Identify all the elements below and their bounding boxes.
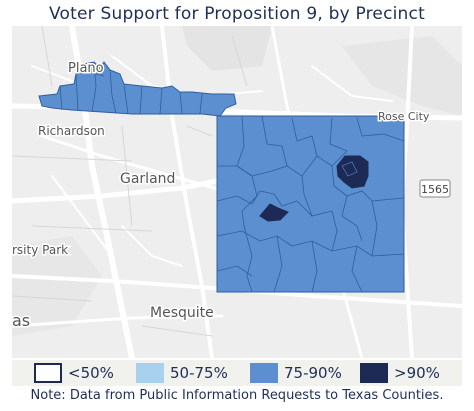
highway-number: 1565 [421, 183, 449, 196]
legend-item-gt-90: >90% [360, 362, 440, 384]
highway-shield-icon: 1565 [419, 179, 451, 198]
legend-item-50-75: 50-75% [136, 362, 228, 384]
water-body [342, 36, 462, 116]
precinct-75-90-southeast-block[interactable] [216, 115, 405, 293]
legend-swatch-75-90 [250, 363, 278, 383]
place-label-richardson: Richardson [38, 124, 105, 138]
precinct-gt-90-central[interactable] [259, 203, 289, 222]
place-label-dallas: as [12, 311, 30, 330]
legend-item-75-90: 75-90% [250, 362, 342, 384]
source-note: Note: Data from Public Information Reque… [30, 388, 444, 403]
precinct-borders-north [59, 61, 203, 115]
precinct-layer[interactable] [38, 61, 405, 293]
legend-label-lt-50: <50% [68, 364, 114, 382]
map-canvas[interactable]: Plano Richardson Garland rsity Park Mesq… [12, 26, 462, 358]
legend-label-50-75: 50-75% [170, 364, 228, 382]
urban-area [12, 236, 102, 336]
place-label-rose-city: Rose City [378, 110, 430, 123]
place-label-varsity-park: rsity Park [12, 243, 68, 257]
water-body [182, 26, 272, 71]
place-label-garland: Garland [120, 171, 175, 187]
place-label-mesquite: Mesquite [150, 305, 214, 321]
map-svg[interactable]: Plano Richardson Garland rsity Park Mesq… [12, 26, 462, 358]
map-title: Voter Support for Proposition 9, by Prec… [49, 4, 425, 24]
legend-swatch-50-75 [136, 363, 164, 383]
legend: <50% 50-75% 75-90% >90% [12, 360, 462, 386]
legend-label-75-90: 75-90% [284, 364, 342, 382]
precinct-borders-southeast [216, 115, 405, 293]
legend-swatch-lt-50 [34, 363, 62, 383]
minor-roads [12, 26, 248, 337]
precinct-gt-90-east[interactable] [336, 155, 369, 189]
legend-swatch-gt-90 [360, 363, 388, 383]
legend-label-gt-90: >90% [394, 364, 440, 382]
precinct-border-inner [341, 161, 358, 177]
legend-item-lt-50: <50% [34, 362, 114, 384]
precinct-75-90-north-strip[interactable] [38, 61, 237, 117]
place-label-plano: Plano [68, 61, 104, 76]
